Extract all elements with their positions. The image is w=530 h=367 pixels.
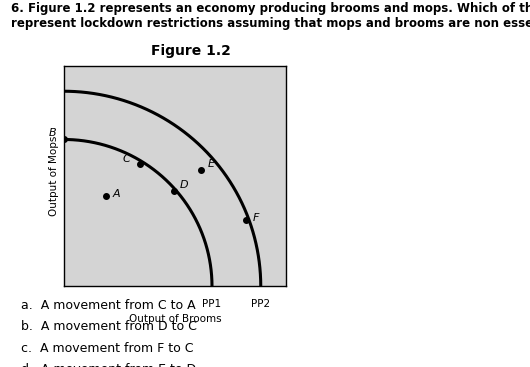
Text: F: F <box>252 213 259 223</box>
Text: A: A <box>112 189 120 199</box>
Text: 6. Figure 1.2 represents an economy producing brooms and mops. Which of the foll: 6. Figure 1.2 represents an economy prod… <box>11 2 530 15</box>
Text: C: C <box>123 155 131 164</box>
Text: d.  A movement from E to D: d. A movement from E to D <box>21 363 196 367</box>
Text: PP2: PP2 <box>251 299 270 309</box>
Text: PP1: PP1 <box>202 299 222 309</box>
Text: a.  A movement from C to A: a. A movement from C to A <box>21 299 196 312</box>
Text: E: E <box>208 159 215 168</box>
Text: b.  A movement from D to C: b. A movement from D to C <box>21 320 197 333</box>
Text: D: D <box>180 179 189 189</box>
Text: B: B <box>49 128 56 138</box>
Text: c.  A movement from F to C: c. A movement from F to C <box>21 342 193 355</box>
Text: represent lockdown restrictions assuming that mops and brooms are non essential : represent lockdown restrictions assuming… <box>11 17 530 29</box>
Text: Figure 1.2: Figure 1.2 <box>151 44 231 58</box>
Text: Output of Brooms: Output of Brooms <box>129 314 221 324</box>
Y-axis label: Output of Mops: Output of Mops <box>49 136 59 217</box>
